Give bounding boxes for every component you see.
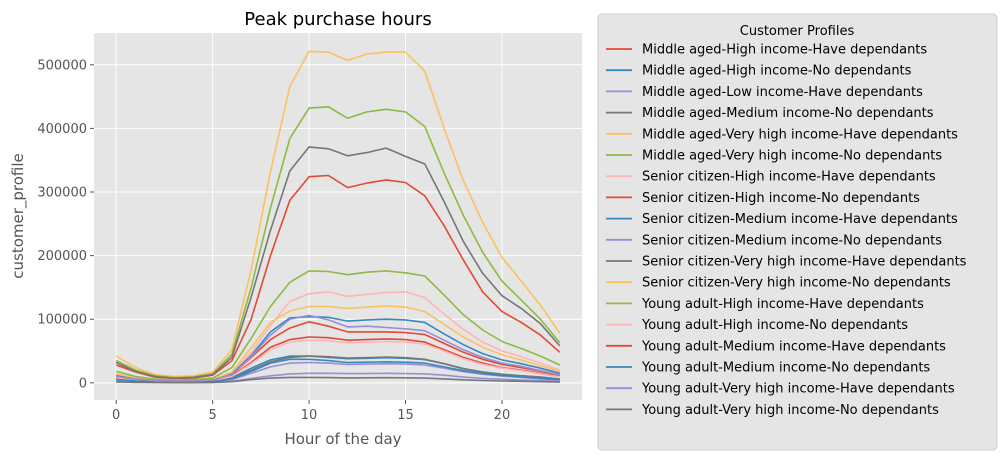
legend-frame <box>597 13 998 451</box>
x-tick-label: 15 <box>397 408 414 423</box>
x-tick-label: 10 <box>301 408 318 423</box>
legend-label: Senior citizen-Very high income-No depen… <box>642 276 951 291</box>
legend-label: Middle aged-High income-Have dependants <box>642 43 927 58</box>
legend-item: Young adult-Very high income-Have depend… <box>606 382 955 397</box>
legend-label: Young adult-High income-Have dependants <box>641 297 924 312</box>
legend-item: Young adult-High income-Have dependants <box>606 297 924 312</box>
legend-item: Middle aged-Low income-Have dependants <box>606 85 923 100</box>
legend-label: Middle aged-High income-No dependants <box>642 64 912 79</box>
legend-label: Senior citizen-Very high income-Have dep… <box>642 255 967 270</box>
legend-label: Young adult-Medium income-Have dependant… <box>641 339 946 354</box>
legend-item: Senior citizen-Very high income-Have dep… <box>606 255 967 270</box>
legend-label: Young adult-Very high income-Have depend… <box>641 382 955 397</box>
chart-title: Peak purchase hours <box>244 9 431 30</box>
y-tick-label: 500000 <box>37 58 87 73</box>
legend-label: Senior citizen-High income-No dependants <box>642 191 920 206</box>
y-tick-label: 200000 <box>37 249 87 264</box>
x-tick-label: 0 <box>112 408 120 423</box>
y-axis-title: customer_profile <box>9 153 28 279</box>
legend-items: Middle aged-High income-Have dependants M… <box>606 43 967 418</box>
legend-label: Middle aged-Very high income-No dependan… <box>642 149 942 164</box>
legend-item: Senior citizen-Very high income-No depen… <box>606 276 951 291</box>
legend-label: Senior citizen-Medium income-No dependan… <box>642 233 942 248</box>
y-tick-label: 300000 <box>37 186 87 201</box>
legend-label: Young adult-High income-No dependants <box>641 318 908 333</box>
y-tick-label: 0 <box>79 376 87 391</box>
x-axis-title: Hour of the day <box>284 430 401 448</box>
legend-label: Senior citizen-Medium income-Have depend… <box>642 212 958 227</box>
legend: Customer Profiles Middle aged-High incom… <box>597 13 998 451</box>
legend-item: Middle aged-Very high income-No dependan… <box>606 149 942 164</box>
x-tick-label: 20 <box>494 408 511 423</box>
legend-item: Middle aged-Medium income-No dependants <box>606 106 934 121</box>
series-line-17 <box>116 314 560 382</box>
series-line-13 <box>115 270 561 381</box>
legend-label: Young adult-Very high income-No dependan… <box>641 403 939 418</box>
legend-item: Middle aged-High income-No dependants <box>606 64 912 79</box>
legend-item: Young adult-High income-No dependants <box>606 318 908 333</box>
legend-item: Young adult-Very high income-No dependan… <box>606 403 939 418</box>
legend-label: Young adult-Medium income-No dependants <box>641 361 930 376</box>
plot-background <box>94 33 582 400</box>
legend-item: Middle aged-Very high income-Have depend… <box>606 127 958 142</box>
x-axis-ticks: 0 5 10 15 20 <box>112 400 510 423</box>
legend-item: Senior citizen-Medium income-Have depend… <box>606 212 958 227</box>
legend-label: Middle aged-Very high income-Have depend… <box>642 127 958 142</box>
legend-item: Senior citizen-High income-Have dependan… <box>606 170 936 185</box>
x-tick-label: 5 <box>208 408 216 423</box>
series-layer <box>115 50 561 384</box>
y-tick-label: 400000 <box>37 122 87 137</box>
y-axis-ticks: 0 100000 200000 300000 400000 500000 <box>37 58 94 391</box>
y-tick-label: 100000 <box>37 313 87 328</box>
series-line-18 <box>116 376 560 384</box>
legend-item: Senior citizen-High income-No dependants <box>606 191 920 206</box>
legend-item: Senior citizen-Medium income-No dependan… <box>606 233 942 248</box>
legend-item: Middle aged-High income-Have dependants <box>606 43 927 58</box>
legend-label: Middle aged-Low income-Have dependants <box>642 85 923 100</box>
legend-label: Middle aged-Medium income-No dependants <box>642 106 934 121</box>
legend-item: Young adult-Medium income-No dependants <box>606 361 930 376</box>
legend-label: Senior citizen-High income-Have dependan… <box>642 170 936 185</box>
legend-title: Customer Profiles <box>740 24 855 39</box>
legend-item: Young adult-Medium income-Have dependant… <box>606 339 946 354</box>
series-line-5 <box>115 50 561 378</box>
series-line-11 <box>115 146 561 379</box>
